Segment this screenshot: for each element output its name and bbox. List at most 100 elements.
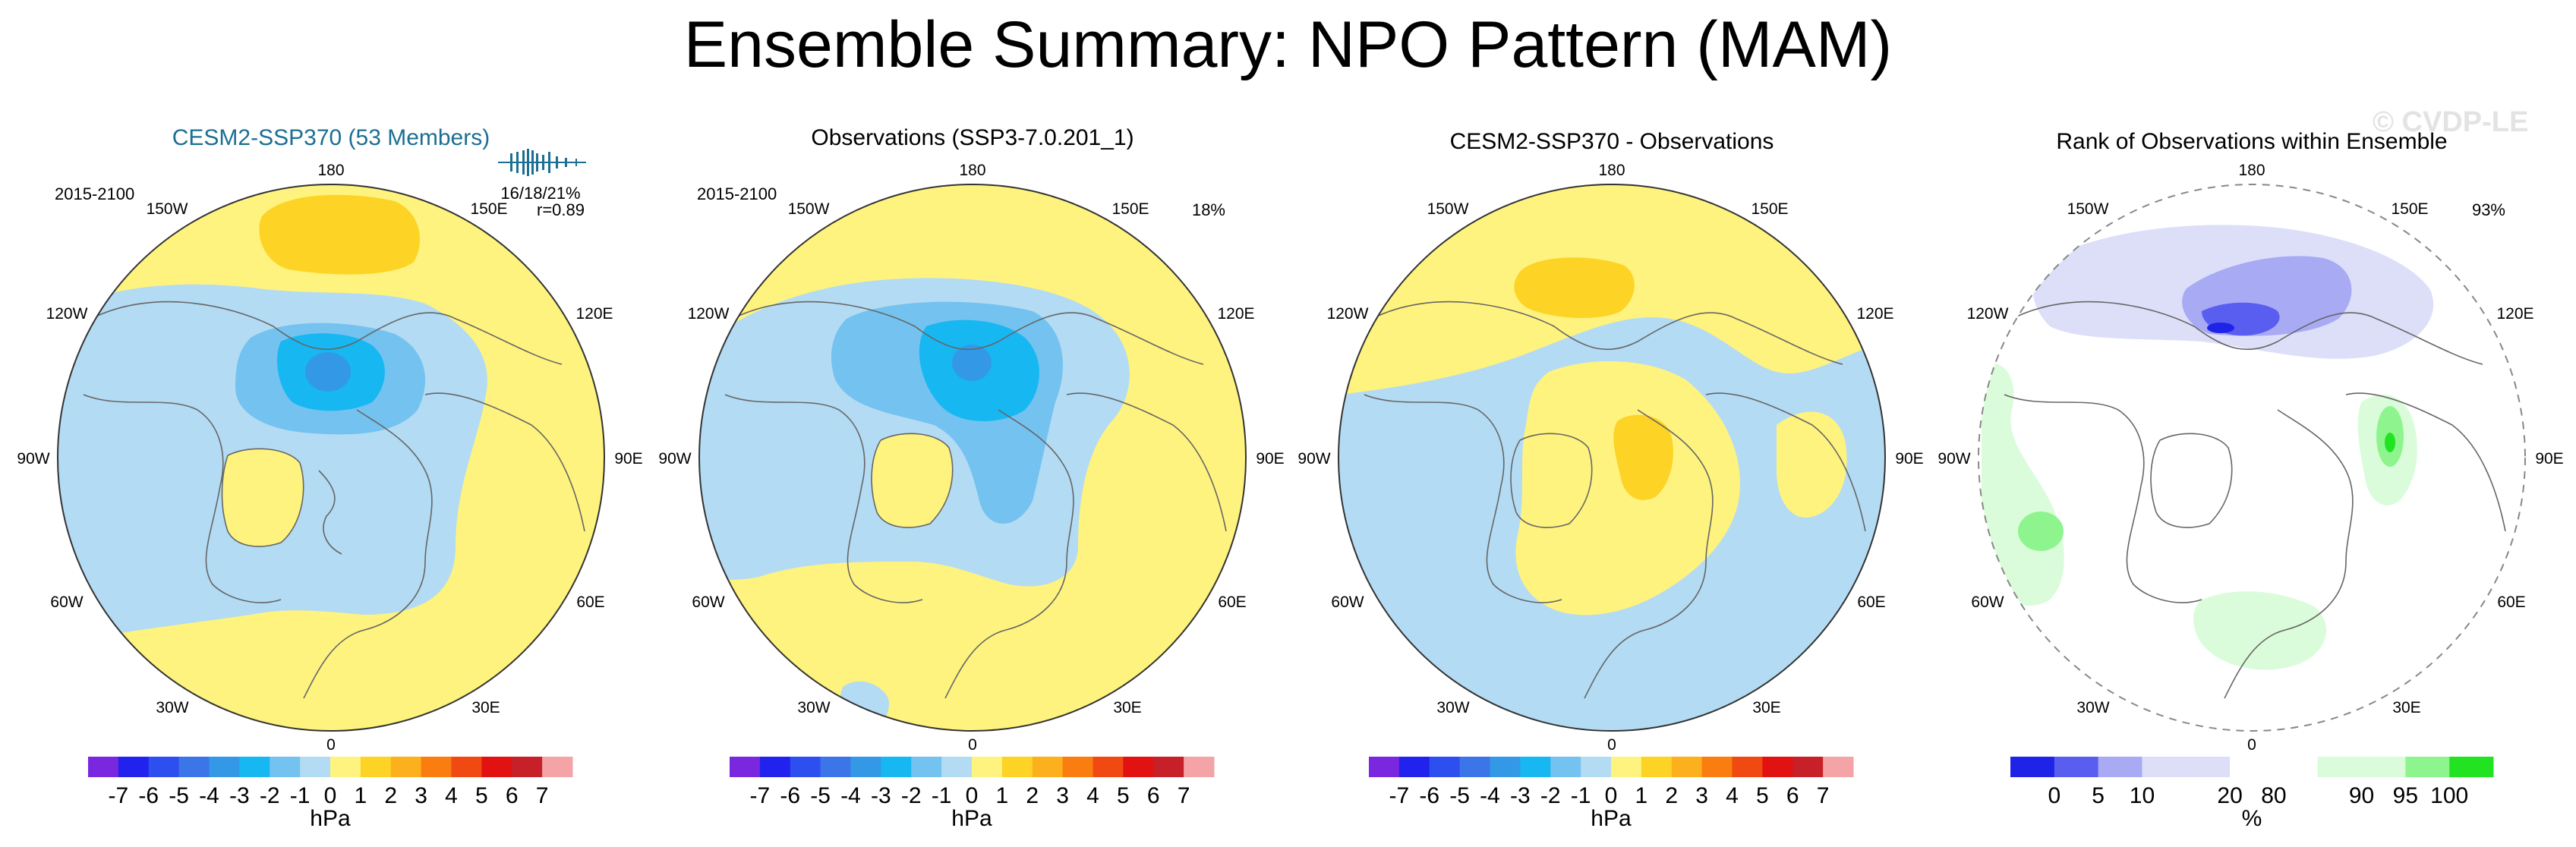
colorbar-swatch (2273, 757, 2319, 777)
colorbar-swatch (1032, 757, 1064, 777)
colorbar-tick-label: 3 (1056, 783, 1069, 808)
colorbar-swatch (1153, 757, 1184, 777)
lon-label-90w: 90W (1938, 450, 1970, 468)
period-label-obs: 2015-2100 (697, 184, 777, 203)
map-field-diff (1338, 184, 1885, 731)
colorbar-swatch (118, 757, 150, 777)
field-high-rank-patch (2018, 512, 2064, 551)
colorbar-units: hPa (310, 806, 351, 831)
colorbar-swatch (850, 757, 881, 777)
lon-label-0: 0 (2247, 736, 2256, 754)
colorbar-swatch (2010, 757, 2055, 777)
lon-label-90w: 90W (17, 450, 49, 468)
colorbar-swatch (1459, 757, 1490, 777)
panel-title-model: CESM2-SSP370 (53 Members) (172, 125, 490, 150)
colorbar-swatch (360, 757, 392, 777)
lon-label-30e: 30E (1752, 699, 1780, 716)
coastlines (724, 301, 1227, 699)
panel-rank: Rank of Observations within Ensemble 93% (1938, 129, 2563, 831)
colorbar-tick-label: 2 (384, 783, 397, 808)
main-title: Ensemble Summary: NPO Pattern (MAM) (683, 8, 1893, 81)
colorbar-tick-label: 80 (2261, 783, 2286, 808)
colorbar-tick-label: 20 (2217, 783, 2242, 808)
lon-label-30e: 30E (2392, 699, 2420, 716)
lon-label-60e: 60E (576, 594, 604, 611)
colorbar-tick-label: 7 (536, 783, 549, 808)
lon-label-90e: 90E (614, 450, 642, 468)
longitude-labels: 180 150E 120E 90E 60E 30E 0 30W 60W 90W … (1938, 162, 2563, 754)
lon-label-180: 180 (959, 162, 985, 179)
colorbar-swatch (1732, 757, 1763, 777)
colorbar-tick-label: 0 (966, 783, 979, 808)
colorbar-tick-label: 6 (506, 783, 519, 808)
lon-label-150e: 150E (2391, 200, 2428, 218)
colorbar-tick-label: -5 (1449, 783, 1470, 808)
lon-label-60e: 60E (1218, 594, 1246, 611)
colorbar-tick-label: -1 (1571, 783, 1591, 808)
lon-label-180: 180 (2238, 162, 2265, 179)
field-positive-greenland (872, 433, 953, 527)
colorbar-tick-label: 100 (2430, 783, 2468, 808)
panel-title-diff: CESM2-SSP370 - Observations (1450, 129, 1774, 154)
colorbar-tick-label: 7 (1178, 783, 1190, 808)
map-field-model (58, 184, 604, 731)
colorbar-tick-label: -1 (932, 783, 952, 808)
lon-label-120w: 120W (1967, 305, 2009, 323)
colorbar-tick-label: -4 (1480, 783, 1500, 808)
colorbar-tick-label: -4 (840, 783, 861, 808)
colorbar-swatch (1641, 757, 1673, 777)
colorbar-swatch (2361, 757, 2406, 777)
colorbar-swatch (330, 757, 361, 777)
colorbar-swatch (941, 757, 973, 777)
colorbar-swatch (2405, 757, 2450, 777)
stats-label-model: 16/18/21% (500, 184, 580, 203)
lon-label-150w: 150W (1427, 200, 1469, 218)
colorbar-tick-label: -6 (138, 783, 159, 808)
colorbar-tick-label: 1 (1635, 783, 1648, 808)
colorbar-obs: -7 -6 -5 -4 -3 -2 -1 0 1 2 3 4 5 6 7 hPa (730, 757, 1215, 831)
colorbar-tick-label: -2 (260, 783, 280, 808)
colorbar-tick-label: 5 (2092, 783, 2105, 808)
lon-label-30w: 30W (797, 699, 830, 716)
lon-label-30e: 30E (471, 699, 500, 716)
colorbar-swatch (1581, 757, 1612, 777)
field-highest-rank (2385, 433, 2395, 452)
lon-label-90w: 90W (1297, 450, 1330, 468)
colorbar-tick-label: -7 (1389, 783, 1410, 808)
lon-label-30e: 30E (1113, 699, 1141, 716)
colorbar-swatch (820, 757, 851, 777)
field-positive-greenland (222, 449, 304, 546)
longitude-labels: 180 150E 120E 90E 60E 30E 0 30W 60W 90W … (1297, 162, 1923, 754)
colorbar-swatch (1701, 757, 1733, 777)
colorbar-swatch (1792, 757, 1824, 777)
colorbar-tick-label: 2 (1026, 783, 1039, 808)
coastlines (2004, 301, 2506, 699)
colorbar-swatch (1184, 757, 1215, 777)
colorbar-tick-label: 1 (996, 783, 1009, 808)
lon-label-90e: 90E (2535, 450, 2563, 468)
colorbar-swatch (239, 757, 270, 777)
lon-label-30w: 30W (1436, 699, 1469, 716)
colorbar-units: hPa (1591, 806, 1632, 831)
lon-label-60e: 60E (2497, 594, 2525, 611)
lon-label-120w: 120W (688, 305, 730, 323)
lon-label-150e: 150E (470, 200, 507, 218)
colorbar-swatch (421, 757, 452, 777)
map-border (698, 184, 1247, 732)
colorbar-swatch (790, 757, 821, 777)
colorbar-tick-label: -3 (229, 783, 250, 808)
colorbar-swatch (2142, 757, 2187, 777)
lon-label-150e: 150E (1111, 200, 1149, 218)
lon-label-150w: 150W (147, 200, 188, 218)
colorbar-swatch (881, 757, 912, 777)
period-label-model: 2015-2100 (55, 184, 134, 203)
lon-label-60e: 60E (1857, 594, 1885, 611)
colorbar-rank: 0 5 10 20 80 90 95 100% (2010, 757, 2494, 831)
lon-label-60w: 60W (50, 594, 83, 611)
colorbar-tick-label: -7 (109, 783, 129, 808)
colorbar-tick-label: -4 (199, 783, 219, 808)
colorbar-swatch (88, 757, 119, 777)
colorbar-swatch (2098, 757, 2142, 777)
percent-label-obs: 18% (1192, 200, 1225, 219)
